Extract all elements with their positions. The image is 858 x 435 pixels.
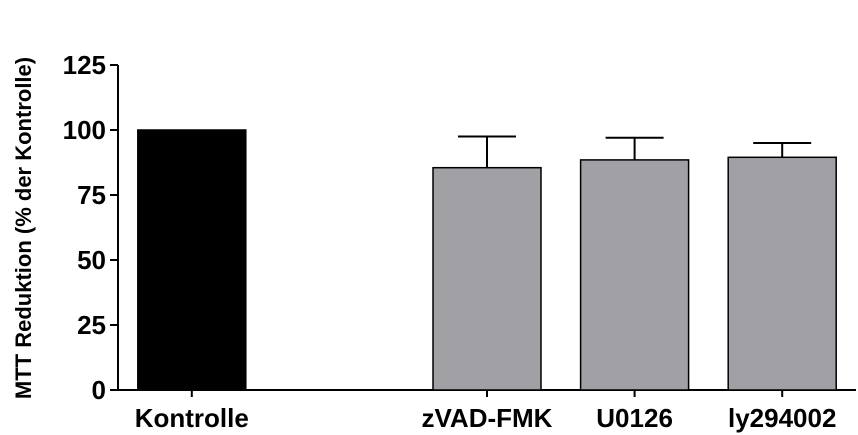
bar	[137, 129, 247, 391]
x-category-label: ly294002	[728, 403, 836, 433]
bars	[137, 129, 837, 391]
y-tick-label: 0	[92, 375, 106, 405]
x-category-label: zVAD-FMK	[422, 403, 553, 433]
x-category-labels: Kontrolle zVAD-FMK U0126 ly294002	[135, 390, 836, 433]
y-ticks: 0 25 50 75 100 125	[63, 50, 118, 405]
y-tick-label: 25	[77, 310, 106, 340]
error-bars	[458, 135, 812, 168]
y-axis-label: MTT Reduktion (% der Kontrolle)	[11, 57, 36, 399]
bar	[579, 159, 690, 391]
y-tick-label: 100	[63, 115, 106, 145]
bar	[432, 166, 542, 391]
y-tick-label: 75	[77, 180, 106, 210]
bar	[727, 156, 837, 391]
x-category-label: Kontrolle	[135, 403, 249, 433]
x-category-label: U0126	[596, 403, 673, 433]
y-tick-label: 50	[77, 245, 106, 275]
y-tick-label: 125	[63, 50, 106, 80]
